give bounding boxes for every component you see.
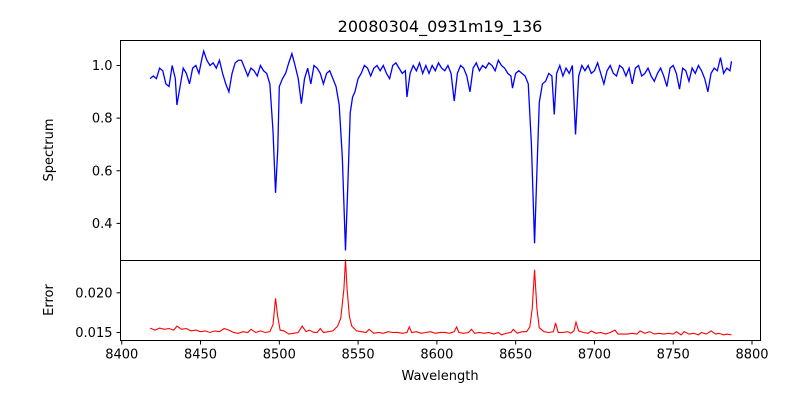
x-axis-label: Wavelength bbox=[401, 369, 478, 384]
xtick-label: 8550 bbox=[342, 348, 375, 363]
xtick-label: 8800 bbox=[735, 348, 768, 363]
error-ytick-label: 0.015 bbox=[75, 326, 112, 341]
xtick-label: 8700 bbox=[578, 348, 611, 363]
error-axes-frame bbox=[120, 260, 761, 341]
xtick-label: 8500 bbox=[263, 348, 296, 363]
xtick-label: 8650 bbox=[499, 348, 532, 363]
spectrum-line bbox=[149, 48, 733, 251]
error-line bbox=[149, 259, 732, 336]
spectrum-y-label: Spectrum bbox=[42, 119, 57, 182]
xtick-label: 8750 bbox=[657, 348, 690, 363]
error-y-label: Error bbox=[42, 284, 57, 316]
error-axes: 0.015 0.020 8400 8450 8500 8550 8600 8650 8700 8… bbox=[42, 259, 769, 384]
spectrum-ytick-label: 0.6 bbox=[92, 164, 113, 179]
spectrum-ytick-label: 1.0 bbox=[92, 59, 113, 74]
xtick-label: 8450 bbox=[184, 348, 217, 363]
spectrum-ytick-label: 0.4 bbox=[92, 217, 113, 232]
xtick-label: 8400 bbox=[105, 348, 138, 363]
error-ytick-label: 0.020 bbox=[75, 286, 112, 301]
xtick-label: 8600 bbox=[420, 348, 453, 363]
chart-title: 20080304_0931m19_136 bbox=[338, 17, 543, 37]
spectrum-ytick-label: 0.8 bbox=[92, 112, 113, 127]
